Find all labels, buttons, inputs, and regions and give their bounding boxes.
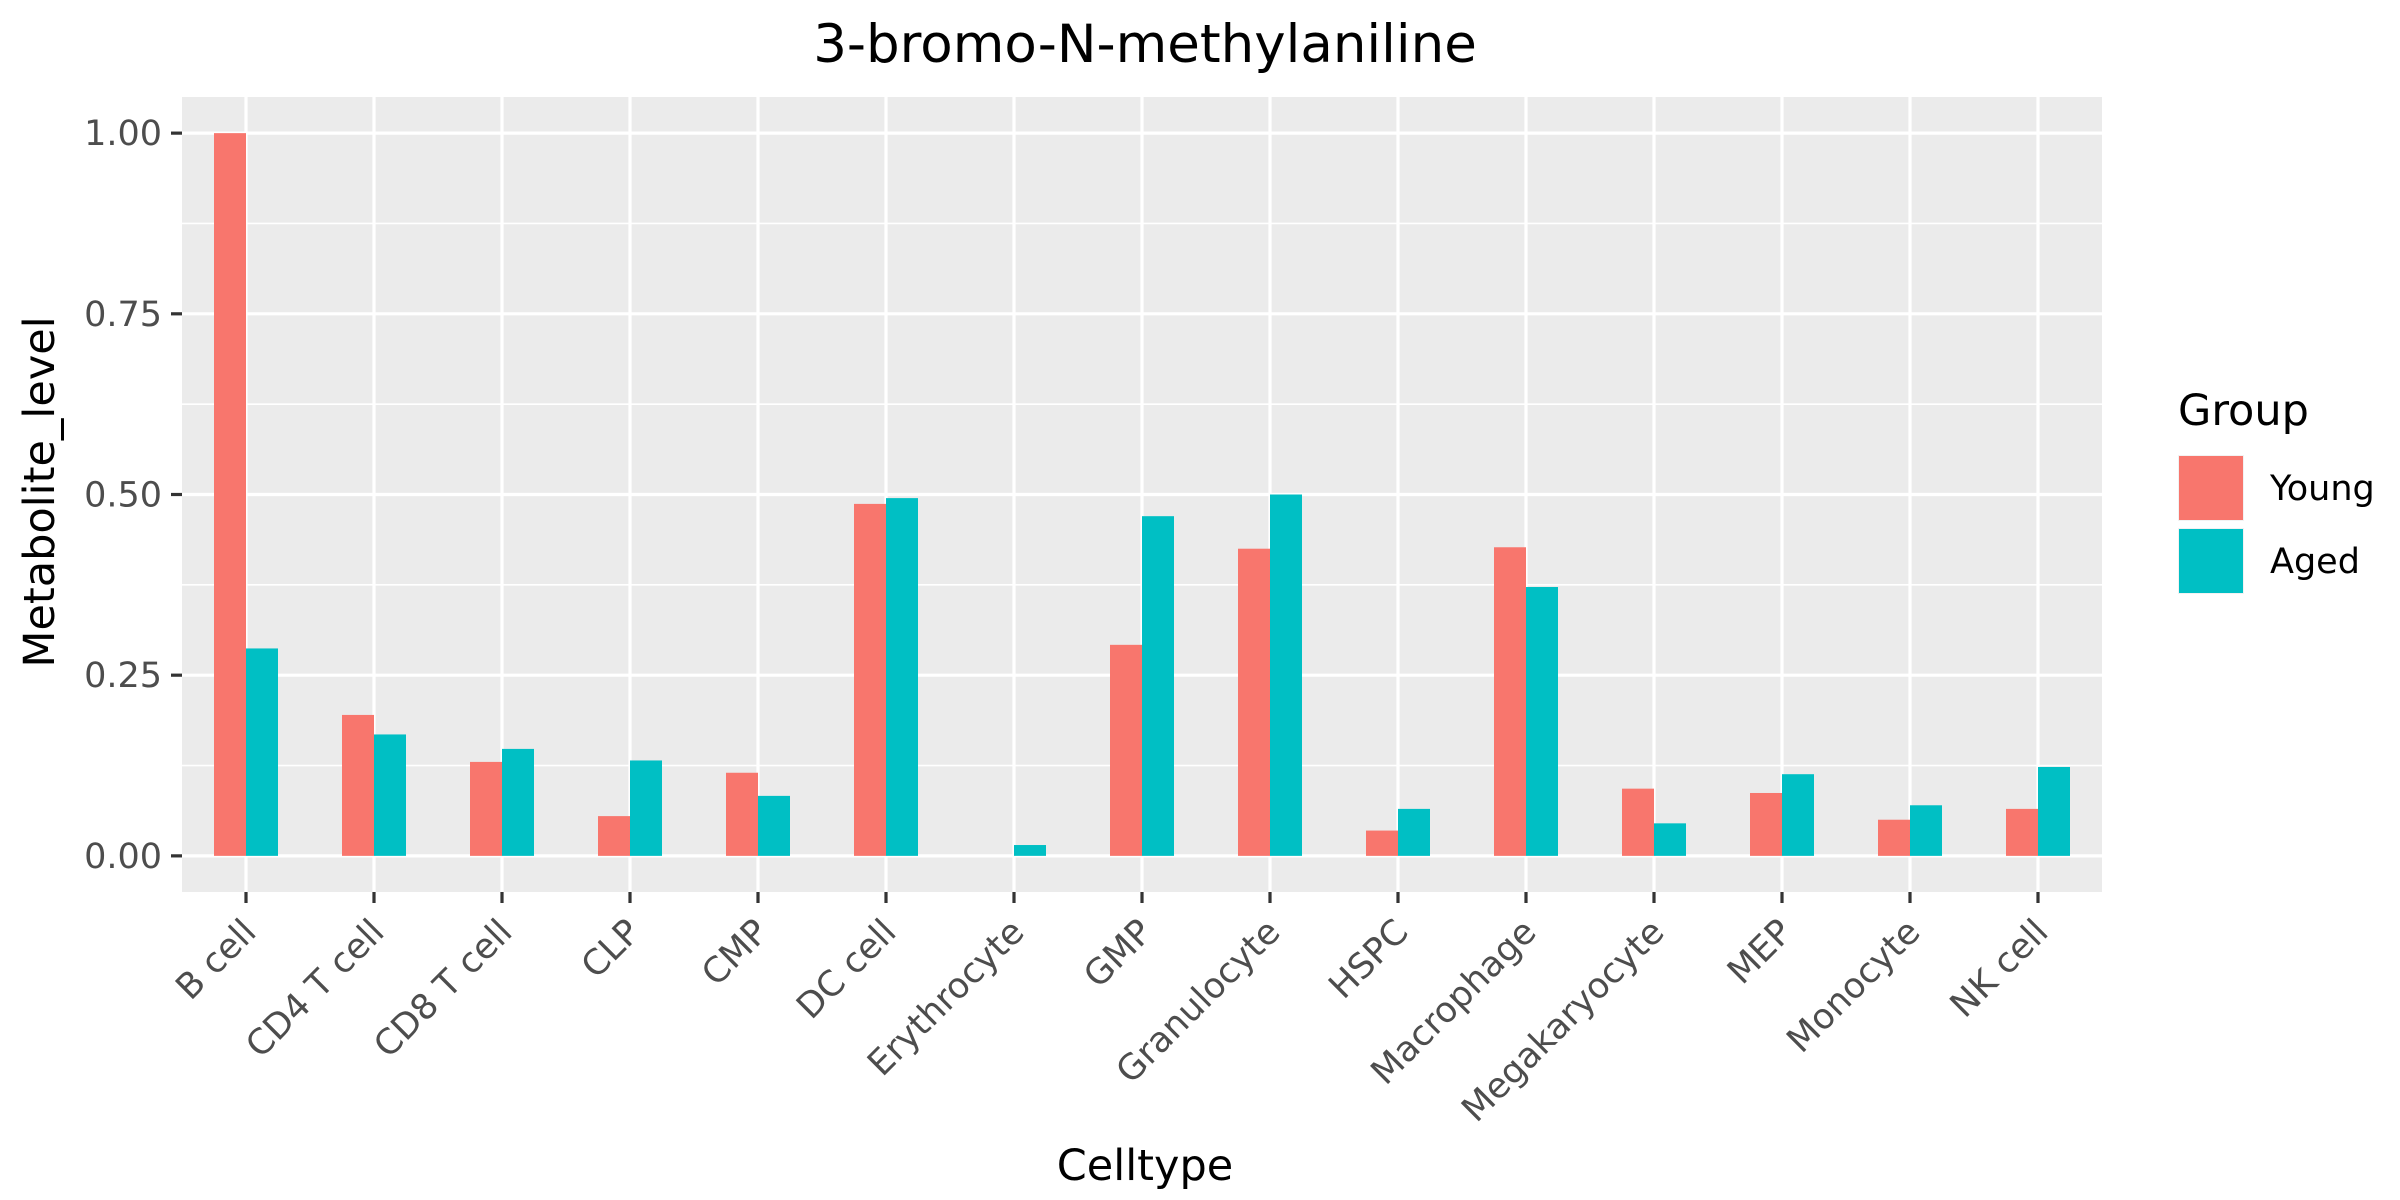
bar-young-9 [1366,830,1398,856]
legend-title: Group [2178,386,2309,436]
x-tick-label: MEP [1720,912,1800,992]
x-tick-label: GMP [1077,912,1161,996]
bars [214,133,2070,856]
bar-young-3 [598,816,630,856]
bar-aged-2 [502,748,534,856]
x-tick-label: HSPC [1322,912,1417,1007]
legend-label-young: Young [2269,469,2375,509]
bar-aged-8 [1270,494,1302,856]
bar-young-10 [1494,547,1526,856]
x-tick-label: NK cell [1943,912,2056,1025]
x-tick-label: DC cell [789,912,904,1027]
bar-young-2 [470,761,502,856]
bar-young-11 [1622,788,1654,856]
x-tick-label: Monocyte [1780,912,1929,1061]
y-tick-label: 0.50 [84,476,162,516]
bar-young-4 [726,772,758,856]
legend-key-young [2179,456,2243,520]
bar-young-12 [1750,792,1782,856]
bar-young-13 [1878,819,1910,856]
bar-aged-0 [246,648,278,856]
y-tick-label: 0.25 [84,656,162,696]
bar-young-1 [342,714,374,856]
bar-young-0 [214,133,246,856]
legend-key-aged [2179,529,2243,593]
y-tick-label: 0.75 [84,295,162,335]
x-tick-label: CD8 T cell [367,912,521,1066]
bar-aged-1 [374,734,406,856]
bar-aged-12 [1782,774,1814,856]
bar-aged-4 [758,795,790,856]
bar-aged-6 [1014,845,1046,856]
legend: Group Young Aged [2178,386,2375,594]
y-tick-label: 0.00 [84,837,162,877]
bar-aged-14 [2038,766,2070,856]
bar-young-7 [1110,644,1142,856]
bar-young-8 [1238,548,1270,856]
y-axis: 0.00 0.25 0.50 0.75 1.00 [84,114,182,877]
bar-young-14 [2006,808,2038,856]
bar-aged-11 [1654,823,1686,856]
x-tick-label: CLP [574,912,648,986]
y-axis-title: Metabolite_level [15,316,65,667]
y-tick-label: 1.00 [84,114,162,154]
bar-aged-13 [1910,805,1942,856]
bar-aged-3 [630,760,662,856]
chart-title: 3-bromo-N-methylaniline [813,14,1477,75]
x-axis-title: Celltype [1057,1141,1233,1191]
x-tick-label: CD4 T cell [239,912,393,1066]
bar-aged-7 [1142,516,1174,856]
bar-young-5 [854,503,886,856]
bar-aged-10 [1526,587,1558,856]
bar-aged-9 [1398,808,1430,856]
legend-label-aged: Aged [2270,542,2360,582]
bar-aged-5 [886,498,918,856]
x-tick-label: B cell [169,912,265,1008]
x-tick-label: CMP [695,912,777,994]
